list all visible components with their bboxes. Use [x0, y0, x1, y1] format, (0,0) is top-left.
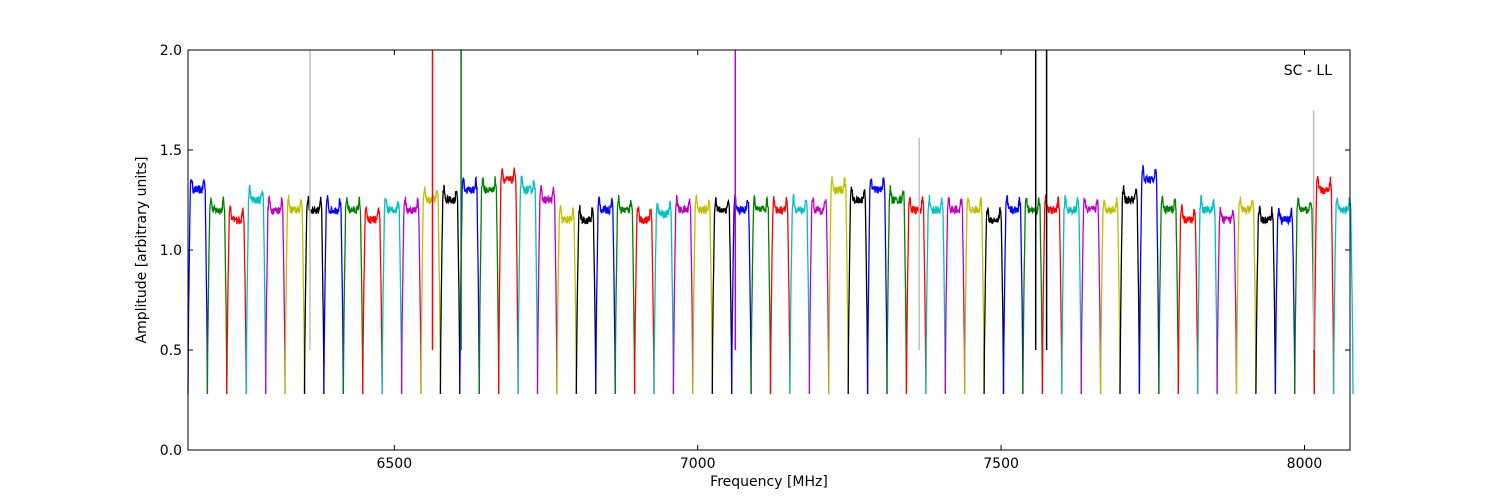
- channel-band-trace: [692, 193, 713, 395]
- channel-band-trace: [245, 184, 267, 395]
- channel-band-trace: [964, 196, 985, 395]
- y-axis-title: Amplitude [arbitrary units]: [134, 157, 150, 344]
- channel-band-trace: [886, 185, 908, 395]
- channel-band-trace: [303, 195, 325, 395]
- channel-band-trace: [206, 196, 228, 395]
- channel-band-trace: [187, 178, 209, 395]
- channel-band-trace: [1099, 197, 1121, 395]
- channel-band-trace: [1294, 197, 1315, 395]
- channel-band-trace: [478, 176, 500, 395]
- channel-band-trace: [672, 195, 694, 395]
- channel-band-trace: [265, 195, 286, 395]
- channel-band-trace: [769, 196, 791, 395]
- channel-band-trace: [1080, 196, 1102, 395]
- y-tick-label: 0.5: [160, 343, 182, 359]
- x-tick-label: 7500: [983, 456, 1019, 472]
- x-tick-label: 6500: [376, 456, 412, 472]
- channel-band-trace: [1255, 205, 1277, 395]
- channel-band-trace: [1235, 196, 1257, 395]
- channel-band-trace: [498, 167, 519, 395]
- channel-band-trace: [847, 186, 869, 395]
- y-tick-label: 1.0: [160, 243, 182, 259]
- channel-band-trace: [925, 194, 946, 395]
- spectrum-traces: [187, 50, 1354, 395]
- channel-band-trace: [653, 200, 675, 395]
- channel-band-trace: [711, 197, 733, 395]
- axis-ticks: 6500 7000 7500 8000 0.0 0.5 1.0 1.5 2.0: [160, 43, 1350, 472]
- channel-band-trace: [459, 175, 480, 395]
- channel-band-trace: [905, 195, 927, 395]
- channel-band-trace: [808, 197, 830, 395]
- channel-band-trace: [866, 177, 888, 395]
- channel-band-trace: [1177, 204, 1199, 395]
- channel-band-trace: [983, 206, 1005, 395]
- x-tick-label: 7000: [680, 456, 716, 472]
- channel-band-trace: [1061, 194, 1082, 395]
- channel-band-trace: [1158, 195, 1179, 395]
- channel-band-trace: [1197, 194, 1218, 395]
- channel-band-trace: [1313, 175, 1335, 395]
- x-tick-label: 8000: [1287, 456, 1323, 472]
- channel-band-trace: [362, 206, 383, 395]
- channel-band-trace: [536, 185, 558, 395]
- channel-band-trace: [1041, 194, 1063, 395]
- channel-band-trace: [575, 204, 597, 395]
- channel-band-trace: [517, 175, 539, 395]
- channel-band-trace: [944, 197, 966, 395]
- channel-band-trace: [1022, 197, 1044, 395]
- y-tick-label: 0.0: [160, 443, 182, 459]
- channel-band-trace: [323, 195, 344, 395]
- channel-band-trace: [1274, 207, 1296, 395]
- channel-band-trace: [750, 195, 772, 395]
- channel-band-trace: [284, 194, 306, 395]
- channel-band-trace: [1119, 185, 1141, 395]
- channel-band-trace: [1002, 195, 1024, 395]
- chart-annotation: SC - LL: [1284, 63, 1332, 79]
- y-tick-label: 1.5: [160, 143, 182, 159]
- channel-band-trace: [420, 186, 442, 395]
- channel-band-trace: [556, 205, 577, 395]
- channel-band-trace: [1216, 206, 1238, 395]
- channel-band-trace: [789, 194, 811, 395]
- channel-band-trace: [342, 196, 364, 395]
- channel-band-trace: [633, 206, 655, 395]
- channel-band-trace: [381, 197, 403, 395]
- channel-band-trace: [828, 176, 849, 395]
- channel-band-trace: [595, 196, 616, 395]
- y-tick-label: 2.0: [160, 43, 182, 59]
- channel-band-trace: [1138, 164, 1160, 395]
- channel-band-trace: [439, 184, 461, 395]
- channel-band-trace: [400, 196, 422, 395]
- x-axis-title: Frequency [MHz]: [710, 474, 828, 490]
- channel-band-trace: [614, 195, 636, 395]
- channel-band-trace: [226, 205, 247, 395]
